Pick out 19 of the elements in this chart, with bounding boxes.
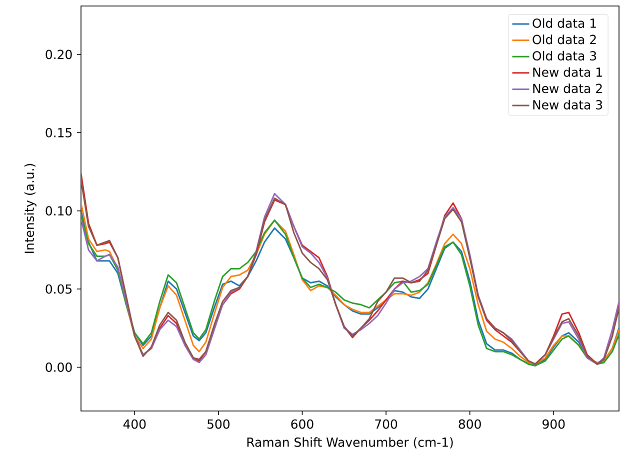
legend-label: New data 2 [533,84,602,94]
x-tick-label: 600 [291,419,314,429]
x-tick-label: 400 [123,419,146,429]
x-tick-label: 700 [375,419,398,429]
x-tick-label: 900 [542,419,565,429]
x-tick-label: 500 [208,419,230,429]
legend-label: New data 1 [533,67,602,77]
legend-label: New data 3 [533,100,602,110]
y-tick-label: 0.15 [46,128,72,138]
y-tick-label: 0.05 [46,284,72,294]
x-axis-title: Raman Shift Wavenumber (cm-1) [247,437,453,448]
y-axis-title: Intensity (a.u.) [24,164,36,253]
legend-label: Old data 3 [532,50,596,61]
legend-label: Old data 1 [532,18,596,28]
y-tick-label: 0.00 [46,362,72,372]
y-tick-label: 0.20 [46,50,72,60]
legend-label: Old data 2 [532,34,596,44]
x-tick-label: 800 [458,419,481,429]
y-tick-label: 0.10 [46,206,72,216]
